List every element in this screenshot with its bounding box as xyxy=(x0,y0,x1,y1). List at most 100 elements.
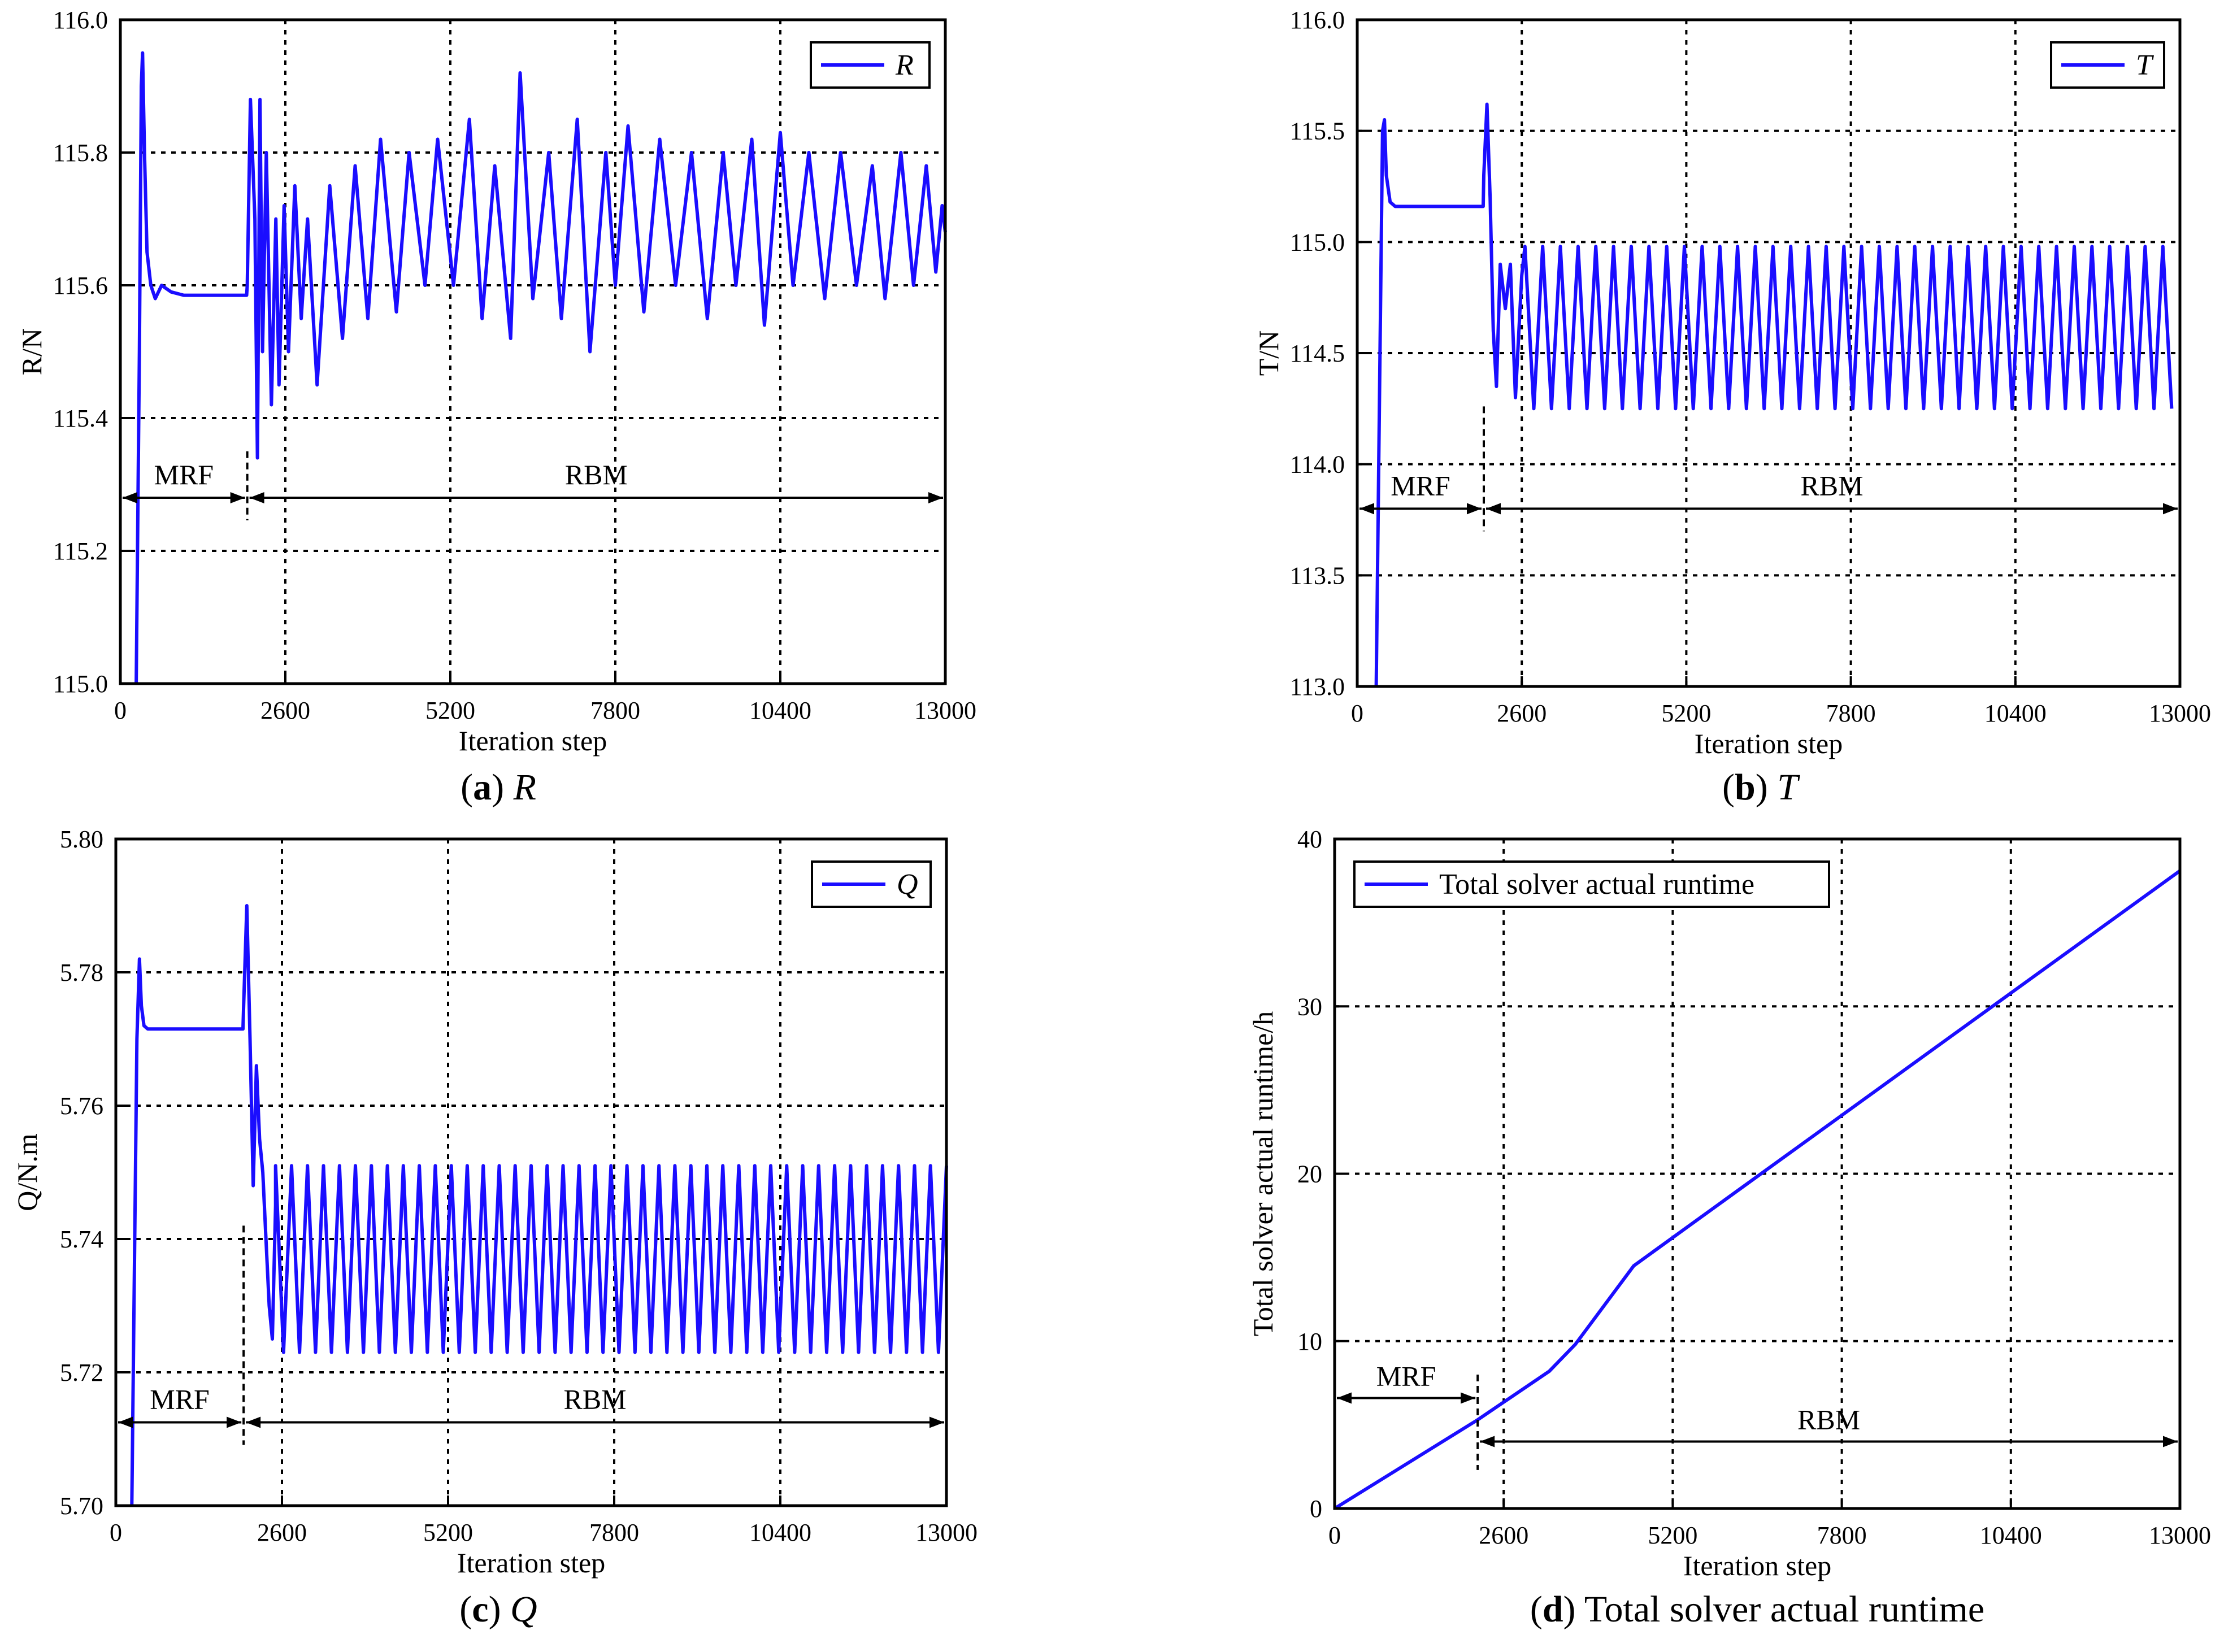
x-tick-label: 0 xyxy=(110,1519,122,1546)
x-tick-label: 5200 xyxy=(1661,699,1711,727)
y-tick-label: 10 xyxy=(1297,1328,1322,1355)
caption-paren-close: ) xyxy=(1756,767,1777,808)
arrow-head xyxy=(123,492,137,503)
arrow-head xyxy=(230,492,245,503)
x-tick-label: 13000 xyxy=(915,1519,978,1546)
arrow-head xyxy=(1467,503,1482,515)
caption-text: Q xyxy=(510,1589,537,1630)
x-tick-label: 7800 xyxy=(589,1519,639,1546)
x-tick-label: 2600 xyxy=(1497,699,1547,727)
x-tick-label: 5200 xyxy=(1648,1521,1697,1549)
arrow-head xyxy=(1359,503,1374,515)
caption-paren-open: ( xyxy=(459,1589,472,1630)
rbm-label: RBM xyxy=(565,459,628,490)
plot-frame xyxy=(1356,18,2182,688)
caption: (c) Q xyxy=(459,1589,537,1630)
arrow-head xyxy=(928,492,943,503)
rbm-label: RBM xyxy=(563,1384,626,1415)
y-axis-title: R/N xyxy=(16,328,47,375)
y-tick-label: 5.74 xyxy=(60,1225,103,1253)
x-tick-label: 10400 xyxy=(1984,699,2047,727)
y-axis-title: Total solver actual runtime/h xyxy=(1247,1011,1279,1337)
arrow-head xyxy=(118,1416,133,1428)
chart-panel-d: 0 2600 5200 7800 10400 13000 0 10 20 30 40 MRF RBM To… xyxy=(1247,825,2211,1630)
x-tick-label: 10400 xyxy=(1980,1521,2042,1549)
caption-paren-close: ) xyxy=(492,767,513,808)
chart-panel-c: 0 2600 5200 7800 10400 13000 5.70 5.72 5.74 5.76 5… xyxy=(11,825,978,1630)
caption-paren-open: ( xyxy=(461,767,473,808)
arrow-head xyxy=(2163,503,2178,515)
mrf-label: MRF xyxy=(1391,469,1450,501)
chart-panel-b: 0 2600 5200 7800 10400 13000 113.0 113.5 114.0 11… xyxy=(1253,6,2211,808)
chart-panel-a: 0 2600 5200 7800 10400 13000 115.0 115.2 115.4 11… xyxy=(16,6,976,808)
series-line xyxy=(1333,869,2181,1510)
x-tick-label: 7800 xyxy=(1817,1521,1867,1549)
y-tick-label: 5.78 xyxy=(60,959,103,986)
y-tick-label: 114.5 xyxy=(1290,340,1345,367)
caption-paren-open: ( xyxy=(1530,1589,1543,1630)
y-tick-label: 30 xyxy=(1297,993,1322,1020)
legend: R xyxy=(810,41,931,89)
x-tick-label: 13000 xyxy=(914,697,976,724)
legend-label: R xyxy=(895,49,914,81)
y-tick-label: 0 xyxy=(1310,1495,1322,1523)
y-tick-label: 5.72 xyxy=(60,1359,103,1386)
mrf-label: MRF xyxy=(154,459,214,490)
caption-paren-open: ( xyxy=(1722,767,1735,808)
series-line xyxy=(134,51,947,684)
y-tick-label: 116.0 xyxy=(1290,6,1345,34)
y-axis-title: T/N xyxy=(1253,331,1284,376)
x-tick-label: 0 xyxy=(1328,1521,1341,1549)
arrow-head xyxy=(1486,503,1501,515)
y-tick-label: 115.2 xyxy=(53,537,108,565)
plot-frame xyxy=(1333,837,2182,1510)
caption: (b) T xyxy=(1722,767,1800,808)
x-tick-label: 0 xyxy=(114,697,127,724)
legend: Total solver actual runtime xyxy=(1353,860,1830,908)
y-tick-label: 115.5 xyxy=(1290,118,1345,145)
caption-paren-close: ) xyxy=(1563,1589,1584,1630)
legend: Q xyxy=(811,860,932,908)
caption-paren-close: ) xyxy=(489,1589,510,1630)
x-axis-title: Iteration step xyxy=(1683,1550,1831,1581)
caption-text: R xyxy=(513,767,536,808)
legend-label: Total solver actual runtime xyxy=(1439,868,1754,901)
rbm-label: RBM xyxy=(1797,1404,1860,1436)
x-axis-title: Iteration step xyxy=(459,725,607,757)
y-tick-label: 5.76 xyxy=(60,1092,103,1120)
caption-letter: c xyxy=(472,1589,488,1630)
legend-label: T xyxy=(2136,49,2154,81)
x-axis-title: Iteration step xyxy=(1695,728,1843,759)
x-tick-label: 2600 xyxy=(257,1519,307,1546)
x-tick-label: 5200 xyxy=(423,1519,473,1546)
rbm-label: RBM xyxy=(1800,469,1863,501)
y-tick-label: 115.6 xyxy=(53,272,108,299)
y-tick-label: 114.0 xyxy=(1290,451,1345,479)
y-tick-label: 115.0 xyxy=(1290,228,1345,256)
legend-label: Q xyxy=(897,868,918,901)
series-line xyxy=(1374,102,2174,687)
caption-letter: b xyxy=(1735,767,1756,808)
caption-text: Total solver actual runtime xyxy=(1584,1589,1984,1630)
arrow-head xyxy=(929,1416,944,1428)
arrow-head xyxy=(249,492,264,503)
plot-frame xyxy=(119,18,947,685)
y-tick-label: 5.70 xyxy=(60,1492,103,1520)
y-tick-label: 113.5 xyxy=(1290,562,1345,589)
plot-frame xyxy=(114,837,948,1507)
y-tick-label: 20 xyxy=(1297,1160,1322,1188)
series-line xyxy=(130,904,948,1506)
x-tick-label: 0 xyxy=(1351,699,1363,727)
x-tick-label: 7800 xyxy=(1826,699,1876,727)
arrow-head xyxy=(246,1416,261,1428)
y-tick-label: 115.4 xyxy=(53,405,108,432)
arrow-head xyxy=(227,1416,242,1428)
legend-box xyxy=(1353,860,1830,908)
x-tick-label: 7800 xyxy=(590,697,640,724)
arrow-head xyxy=(2163,1436,2178,1447)
x-axis-title: Iteration step xyxy=(457,1547,605,1579)
y-tick-label: 115.8 xyxy=(53,139,108,167)
x-tick-label: 2600 xyxy=(260,697,310,724)
y-tick-label: 5.80 xyxy=(60,825,103,853)
